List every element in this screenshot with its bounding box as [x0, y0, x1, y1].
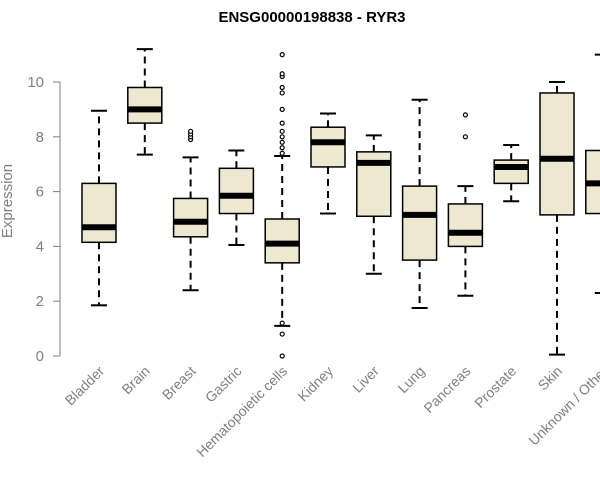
x-tick-label-lung: Lung — [394, 363, 427, 396]
x-tick-label-skin: Skin — [535, 363, 566, 394]
y-tick-label: 2 — [36, 293, 44, 310]
outlier-point — [279, 90, 285, 96]
x-tick-label-prostate: Prostate — [471, 363, 519, 411]
box-prostate — [493, 144, 529, 203]
iqr-box — [218, 167, 255, 215]
outlier-point — [279, 134, 285, 140]
x-tick-label-kidney: Kidney — [295, 363, 337, 405]
x-tick-label-hematopoietic-cells: Hematopoietic cells — [193, 363, 290, 460]
iqr-box — [401, 185, 438, 261]
y-axis-label: Expression — [0, 164, 16, 238]
outlier-point — [279, 145, 285, 151]
box-brain — [127, 48, 163, 156]
box-lung — [401, 98, 438, 310]
box-hematopoietic-cells — [264, 51, 300, 359]
outlier-point — [279, 331, 285, 337]
box-unknown-other — [585, 53, 600, 294]
outlier-point — [279, 353, 285, 359]
outlier-point — [462, 112, 468, 118]
x-tick-label-bladder: Bladder — [62, 363, 108, 409]
outlier-point — [279, 71, 285, 77]
x-tick-label-brain: Brain — [118, 363, 152, 397]
outlier-point — [279, 106, 285, 113]
outlier-point — [279, 320, 285, 326]
box-skin — [539, 81, 575, 356]
outlier-point — [462, 134, 468, 140]
iqr-box — [172, 197, 209, 238]
box-kidney — [310, 112, 346, 215]
x-tick-label-gastric: Gastric — [202, 363, 245, 406]
box-pancreas — [447, 112, 484, 297]
x-tick-label-breast: Breast — [159, 363, 199, 403]
y-axis: 0 2 4 6 8 10 — [27, 74, 61, 365]
outlier-point — [279, 84, 285, 91]
chart-title: ENSG00000198838 - RYR3 — [218, 9, 405, 26]
y-tick-label: 0 — [36, 348, 44, 365]
box-bladder — [81, 109, 117, 307]
y-tick-label: 6 — [36, 184, 44, 201]
iqr-box — [539, 92, 575, 216]
y-tick-label: 8 — [36, 129, 44, 146]
outlier-point — [279, 150, 285, 156]
x-tick-label-pancreas: Pancreas — [420, 363, 473, 416]
box-gastric — [218, 149, 255, 247]
outlier-point — [279, 51, 285, 58]
boxes — [81, 48, 600, 359]
iqr-box — [310, 126, 346, 168]
y-tick-label: 10 — [27, 74, 44, 91]
iqr-box — [81, 182, 117, 244]
box-liver — [356, 134, 392, 275]
outlier-point — [188, 128, 194, 134]
iqr-box — [447, 203, 484, 248]
box-breast — [172, 128, 209, 292]
x-tick-label-liver: Liver — [349, 363, 382, 396]
iqr-box — [127, 86, 163, 124]
outlier-point — [279, 139, 285, 145]
iqr-box — [493, 159, 529, 185]
y-tick-label: 4 — [36, 238, 44, 255]
outlier-point — [279, 120, 285, 126]
outlier-point — [279, 128, 285, 134]
